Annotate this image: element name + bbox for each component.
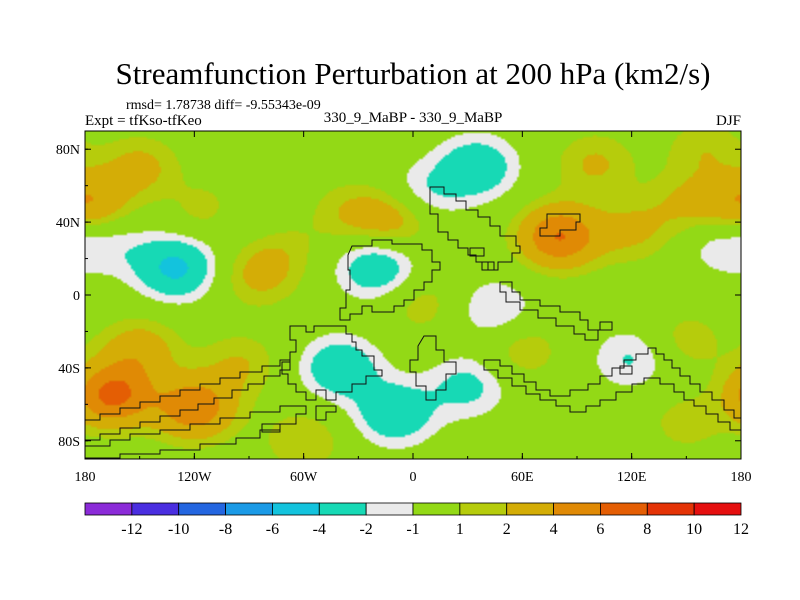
stats-label: rmsd= 1.78738 diff= -9.55343e-09 (126, 98, 321, 113)
y-tick-label: 80N (56, 143, 80, 158)
colorbar-label: -12 (121, 521, 142, 538)
colorbar-label: 2 (503, 521, 511, 538)
expt-label: Expt = tfKso-tfKeo (85, 113, 202, 129)
colorbar-label: -10 (168, 521, 189, 538)
colorbar-swatch (178, 502, 226, 516)
colorbar-swatch (506, 502, 554, 516)
x-tick-label: 120E (617, 470, 647, 485)
colorbar-swatch (459, 502, 508, 516)
chart-title: Streamfunction Perturbation at 200 hPa (… (116, 56, 711, 91)
x-axis: 180 120W 60W 0 60E 120E 180 (75, 131, 752, 485)
x-tick-label: 60E (511, 470, 534, 485)
colorbar-swatch (600, 502, 648, 516)
map-plot-area (84, 130, 742, 460)
streamfunction-field (85, 131, 741, 459)
colorbar-swatch (318, 502, 367, 516)
y-tick-label: 0 (73, 289, 80, 304)
colorbar-swatch (412, 502, 461, 516)
x-tick-label: 180 (75, 470, 96, 485)
y-axis: 80N 40N 0 40S 80S (56, 143, 741, 450)
colorbar-swatch (693, 502, 742, 516)
colorbar-label: 6 (596, 521, 604, 538)
colorbar-swatch (131, 502, 180, 516)
colorbar-swatch (365, 502, 414, 516)
colorbar-swatch (84, 502, 133, 516)
coastline (85, 186, 741, 459)
x-tick-label: 180 (731, 470, 752, 485)
colorbar: -12 -10 -8 -6 -4 -2 -1 1 2 4 6 8 10 12 (84, 502, 749, 538)
colorbar-label: -8 (219, 521, 232, 538)
colorbar-swatch (646, 502, 695, 516)
colorbar-label: 12 (733, 521, 749, 538)
colorbar-label: -2 (359, 521, 372, 538)
case-label: 330_9_MaBP - 330_9_MaBP (324, 110, 503, 126)
x-tick-label: 60W (290, 470, 318, 485)
colorbar-swatch (553, 502, 601, 516)
colorbar-label: 4 (550, 521, 558, 538)
colorbar-label: 1 (456, 521, 464, 538)
colorbar-swatch (225, 502, 273, 516)
season-label: DJF (716, 113, 741, 129)
y-tick-label: 80S (58, 435, 80, 450)
colorbar-label: -1 (406, 521, 419, 538)
x-tick-label: 0 (410, 470, 417, 485)
colorbar-swatch (272, 502, 320, 516)
colorbar-label: -6 (266, 521, 279, 538)
y-tick-label: 40S (58, 362, 80, 377)
colorbar-label: -4 (313, 521, 326, 538)
y-tick-label: 40N (56, 216, 80, 231)
colorbar-label: 8 (643, 521, 651, 538)
x-tick-label: 120W (177, 470, 212, 485)
colorbar-label: 10 (686, 521, 702, 538)
